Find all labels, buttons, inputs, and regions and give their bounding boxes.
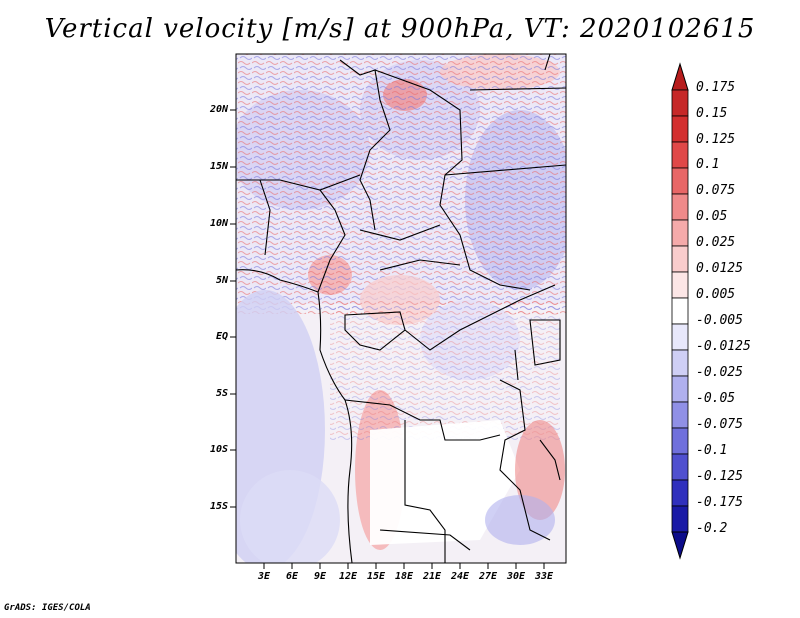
lat-label-20n: 20N [209,104,228,115]
colorbar-segment [671,297,689,325]
colorbar-label: 0.125 [696,132,736,147]
colorbar-label: -0.0125 [696,339,751,354]
lon-label-9e: 9E [313,571,327,582]
colorbar-segment [671,505,689,533]
colorbar-label: -0.2 [696,521,728,536]
colorbar-label: -0.075 [696,417,743,432]
lat-label-5n: 5N [215,275,228,286]
colorbar-segment [671,219,689,247]
colorbar-label: 0.075 [696,183,736,198]
colorbar-label: -0.125 [696,469,743,484]
colorbar-segment [671,141,689,169]
grads-credit: GrADS: IGES/COLA [4,603,91,613]
colorbar-segment [671,453,689,481]
colorbar-label: -0.025 [696,365,743,380]
colorbar-label: 0.025 [696,235,736,250]
lat-label-15n: 15N [209,161,228,172]
colorbar-label: -0.1 [696,443,728,458]
lat-label-15s: 15S [209,501,228,512]
lat-label-10s: 10S [209,444,228,455]
colorbar-segment [671,167,689,195]
colorbar-segment [671,401,689,429]
lon-label-6e: 6E [285,571,299,582]
colorbar-segment [671,89,689,117]
lon-label-12e: 12E [338,571,358,582]
colorbar-bottom-arrow [671,531,689,560]
colorbar-segment [671,323,689,351]
country-borders [236,54,566,563]
colorbar-segment [671,271,689,299]
colorbar-segment [671,349,689,377]
lat-label-eq: EQ [215,331,228,342]
colorbar-label: 0.0125 [696,261,743,276]
colorbar-label: -0.005 [696,313,743,328]
lon-label-15e: 15E [366,571,386,582]
lat-label-5s: 5S [215,388,228,399]
lon-label-18e: 18E [394,571,414,582]
lat-ticks [230,109,236,508]
colorbar-top-arrow [671,62,689,91]
colorbar-label: 0.005 [696,287,736,302]
lon-label-27e: 27E [478,571,498,582]
lon-label-3e: 3E [257,571,271,582]
colorbar-segment [671,193,689,221]
colorbar-segment [671,115,689,143]
map-title: Vertical velocity [m/s] at 900hPa, VT: 2… [44,14,756,44]
velocity-field [236,54,566,563]
colorbar-label: -0.05 [696,391,736,406]
colorbar-label: -0.175 [696,495,743,510]
colorbar-label: 0.175 [696,80,736,95]
lat-label-10n: 10N [209,218,228,229]
lon-label-21e: 21E [422,571,442,582]
map-frame [235,53,567,564]
colorbar-segment [671,375,689,403]
colorbar-label: 0.1 [696,157,720,172]
colorbar-segment [671,479,689,507]
colorbar-label: 0.05 [696,209,728,224]
lon-label-24e: 24E [450,571,470,582]
colorbar-segment [671,245,689,273]
lon-label-33e: 33E [534,571,554,582]
lon-ticks [263,563,545,569]
colorbar-segment [671,427,689,455]
colorbar [671,62,689,560]
lon-label-30e: 30E [506,571,526,582]
colorbar-label: 0.15 [696,106,728,121]
